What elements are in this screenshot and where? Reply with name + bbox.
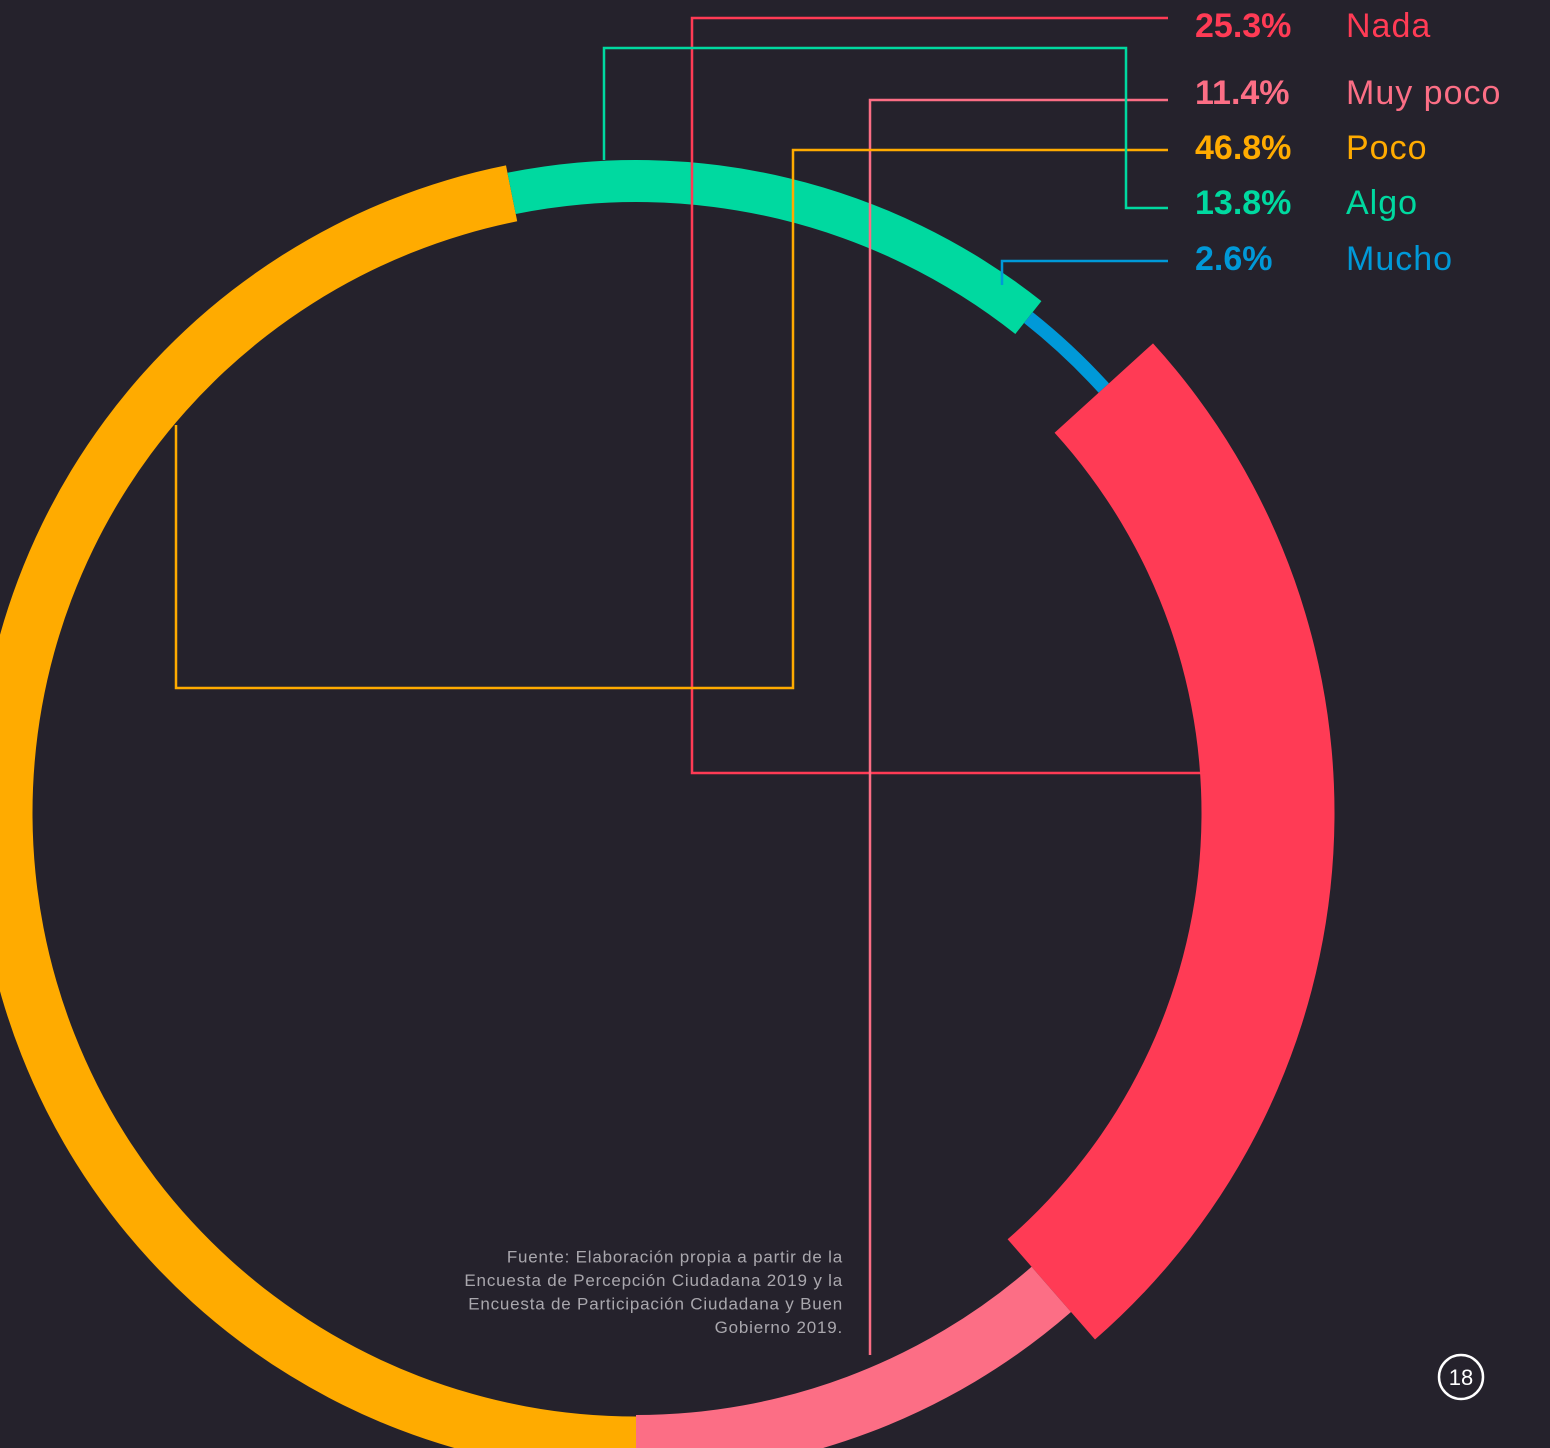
legend-label: Mucho xyxy=(1346,240,1453,278)
legend-value: 46.8% xyxy=(1195,129,1291,167)
donut-segment xyxy=(1024,312,1109,393)
legend: 25.3% Nada 11.4% Muy poco 46.8% Poco 13.8% Algo… xyxy=(1195,7,1501,278)
legend-value: 2.6% xyxy=(1195,240,1273,278)
page-number: 18 xyxy=(1449,1365,1473,1390)
legend-label: Poco xyxy=(1346,129,1428,167)
leader-line xyxy=(602,46,1168,210)
leader-line xyxy=(868,98,1168,1355)
legend-value: 11.4% xyxy=(1195,74,1290,112)
leader-line xyxy=(174,148,1168,690)
legend-label: Nada xyxy=(1346,7,1431,45)
donut-segment xyxy=(507,160,1042,335)
source-line: Gobierno 2019. xyxy=(715,1318,843,1337)
source-note: Fuente: Elaboración propia a partir de l… xyxy=(464,1247,843,1337)
legend-value: 25.3% xyxy=(1195,7,1291,45)
donut-segment xyxy=(1007,343,1335,1340)
legend-label: Algo xyxy=(1346,184,1418,222)
page-number-circle xyxy=(1437,1353,1485,1401)
source-line: Fuente: Elaboración propia a partir de l… xyxy=(507,1247,843,1266)
source-line: Encuesta de Percepción Ciudadana 2019 y … xyxy=(464,1271,843,1290)
donut-segment xyxy=(636,1266,1072,1448)
leader-line xyxy=(690,16,1205,775)
legend-value: 13.8% xyxy=(1195,184,1291,222)
leader-line xyxy=(1000,259,1168,285)
legend-label: Muy poco xyxy=(1346,74,1501,112)
donut xyxy=(0,160,1335,1448)
source-line: Encuesta de Participación Ciudadana y Bu… xyxy=(468,1294,843,1313)
